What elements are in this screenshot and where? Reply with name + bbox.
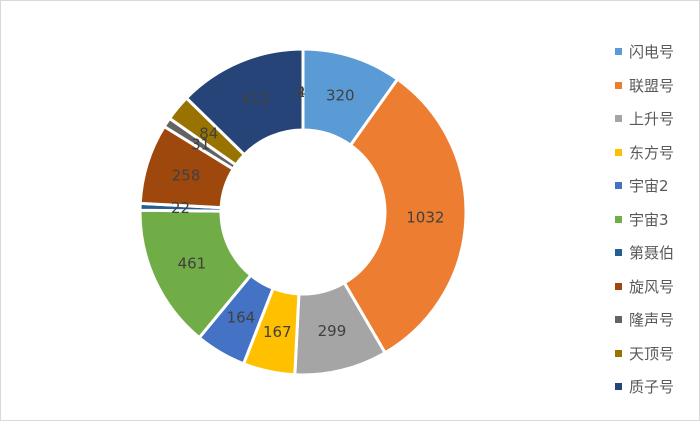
legend-item: 宇宙3 [615,203,699,237]
legend-label: 旋风号 [629,277,675,296]
legend-swatch [615,115,622,123]
legend-label: 宇宙3 [629,210,669,229]
legend-swatch [615,383,622,391]
data-label-11: 412 [241,90,270,108]
legend-item: 上升号 [615,102,699,136]
legend: 闪电号联盟号上升号东方号宇宙2 宇宙3 第聂伯旋风号隆声号天顶号质子号 [615,35,699,404]
data-label-8: 258 [172,166,201,184]
legend-label: 质子号 [629,378,675,397]
legend-label: 上升号 [629,110,675,129]
legend-swatch [615,249,622,257]
legend-label: 天顶号 [629,344,675,363]
data-label-3: 299 [318,322,347,340]
legend-item: 东方号 [615,136,699,170]
extra-label-2: 2 [297,85,306,101]
legend-item: 隆声号 [615,303,699,337]
legend-label: 东方号 [629,143,675,162]
legend-item: 质子号 [615,370,699,404]
legend-label: 联盟号 [629,76,675,95]
legend-swatch [615,182,622,190]
legend-item: 闪电号 [615,35,699,69]
legend-label: 宇宙2 [629,177,669,196]
legend-item: 旋风号 [615,270,699,304]
legend-swatch [615,48,622,56]
legend-swatch [615,349,622,357]
legend-item: 宇宙2 [615,169,699,203]
legend-swatch [615,148,622,156]
data-label-2: 1032 [406,209,444,227]
legend-swatch [615,81,622,89]
data-label-1: 320 [326,86,355,104]
legend-item: 联盟号 [615,69,699,103]
legend-swatch [615,282,622,290]
legend-swatch [615,215,622,223]
data-label-9: 31 [191,136,210,154]
extra-label-1: 4 [297,85,306,101]
data-label-7: 22 [171,199,190,217]
data-label-4: 167 [263,323,292,341]
legend-label: 闪电号 [629,43,675,62]
slice-2 [342,77,468,355]
slice-11 [184,47,305,157]
data-label-6: 461 [178,255,207,273]
legend-label: 隆声号 [629,311,675,330]
legend-swatch [615,316,622,324]
legend-label: 第聂伯 [629,244,675,263]
data-label-10: 84 [199,125,218,143]
legend-item: 第聂伯 [615,236,699,270]
data-label-5: 164 [227,309,256,327]
legend-item: 天顶号 [615,337,699,371]
